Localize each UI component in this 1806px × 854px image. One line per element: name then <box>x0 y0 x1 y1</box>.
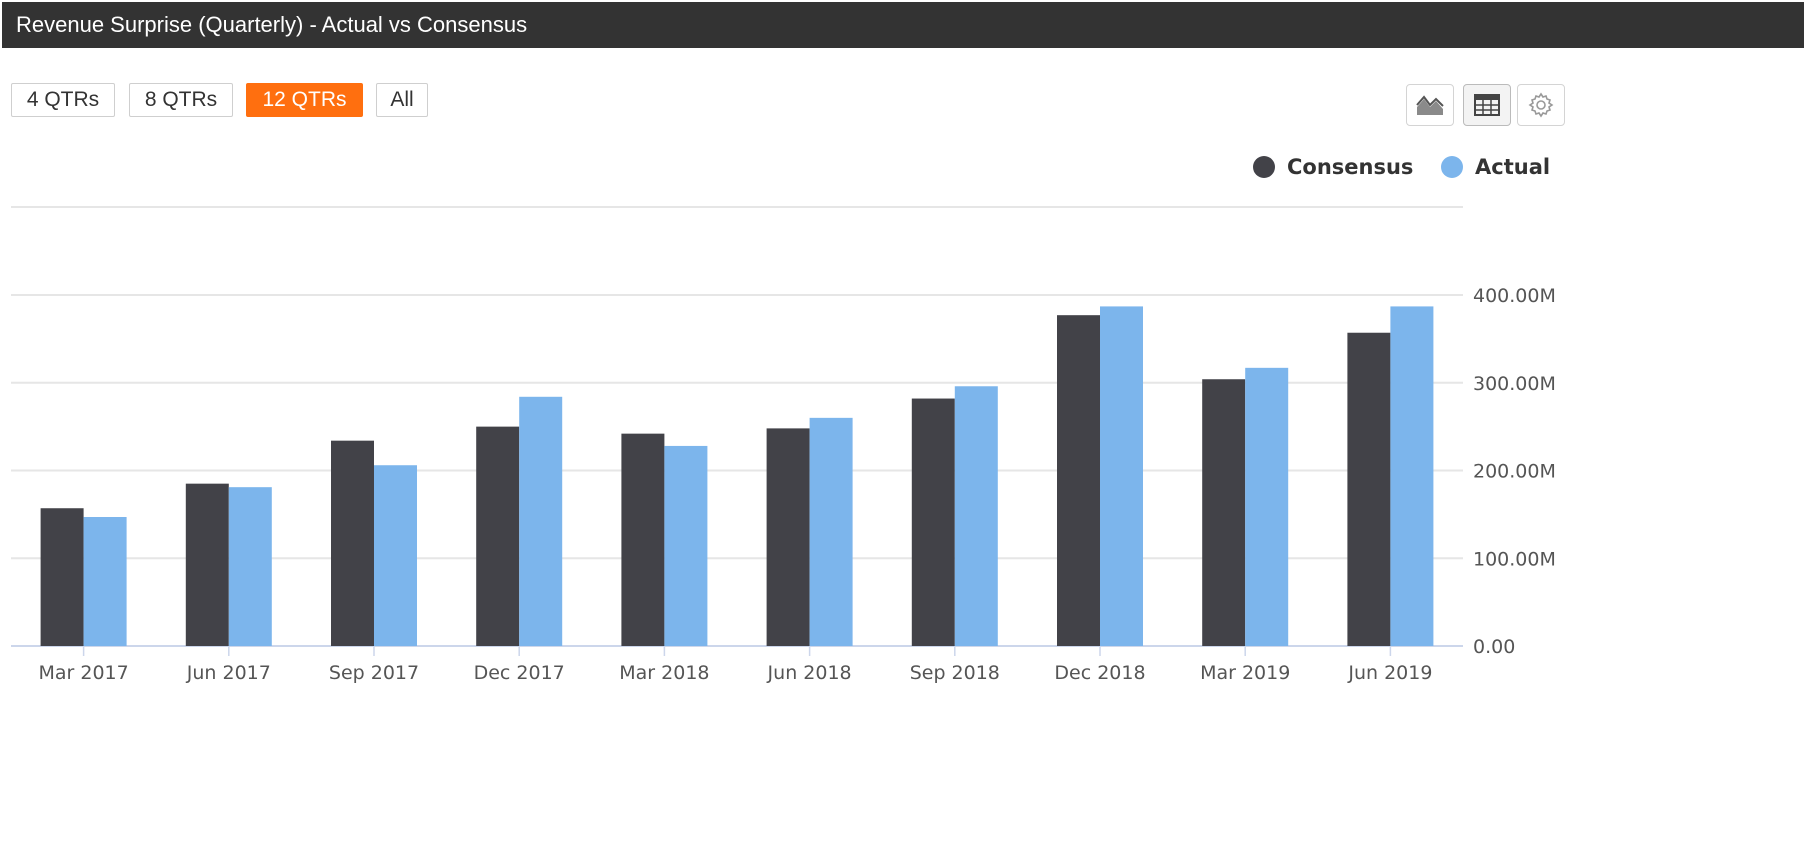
settings-button[interactable] <box>1517 84 1565 126</box>
table-icon <box>1474 94 1500 116</box>
x-tick-label: Mar 2018 <box>619 662 709 684</box>
legend-label-actual: Actual <box>1475 155 1551 179</box>
bar-consensus <box>1347 332 1391 646</box>
x-tick-label: Mar 2017 <box>38 662 128 684</box>
y-tick-label: 200.00M <box>1473 461 1556 483</box>
bar-consensus <box>1057 315 1100 646</box>
gear-icon <box>1528 92 1554 118</box>
legend-label-consensus: Consensus <box>1287 155 1414 179</box>
legend-item-consensus[interactable]: Consensus <box>1253 152 1413 182</box>
x-tick-label: Jun 2019 <box>1347 662 1432 684</box>
y-tick-label: 0.00 <box>1473 636 1515 658</box>
bar-consensus <box>331 440 374 646</box>
table-view-button[interactable] <box>1463 84 1511 126</box>
bar-actual <box>228 487 272 646</box>
range-8-qtrs-button[interactable]: 8 QTRs <box>129 83 233 117</box>
bar-actual <box>1100 306 1143 646</box>
x-tick-label: Mar 2019 <box>1200 662 1290 684</box>
bar-actual <box>83 517 127 646</box>
legend-marker-consensus <box>1253 156 1275 178</box>
x-tick-label: Jun 2018 <box>767 662 852 684</box>
revenue-bar-chart: 0.00 100.00M 200.00M 300.00M 400.00M Mar 2017… <box>11 206 1556 684</box>
range-4-qtrs-button[interactable]: 4 QTRs <box>11 83 115 117</box>
y-tick-label: 400.00M <box>1473 285 1556 307</box>
chart-title-bar: Revenue Surprise (Quarterly) - Actual vs… <box>2 2 1804 48</box>
bar-actual <box>954 386 998 646</box>
bar-actual <box>809 417 853 646</box>
y-tick-label: 100.00M <box>1473 548 1556 570</box>
chart-title: Revenue Surprise (Quarterly) - Actual vs… <box>16 12 528 37</box>
x-tick-label: Sep 2018 <box>910 662 1000 684</box>
bar-consensus <box>476 426 520 646</box>
x-tick-label: Sep 2017 <box>329 662 419 684</box>
range-all-button[interactable]: All <box>376 83 428 117</box>
bar-actual <box>664 445 708 646</box>
bar-actual <box>519 396 563 646</box>
y-tick-label: 300.00M <box>1473 373 1556 395</box>
x-tick-label: Dec 2018 <box>1054 662 1145 684</box>
area-chart-icon <box>1416 95 1444 115</box>
bar-consensus <box>911 398 955 646</box>
x-tick-label: Dec 2017 <box>474 662 565 684</box>
legend-marker-actual <box>1441 156 1463 178</box>
range-12-qtrs-button[interactable]: 12 QTRs <box>246 83 363 117</box>
bar-consensus <box>766 428 810 646</box>
bar-actual <box>374 465 417 646</box>
x-tick-label: Jun 2017 <box>186 662 271 684</box>
area-chart-view-button[interactable] <box>1406 84 1454 126</box>
bar-actual <box>1245 367 1289 646</box>
bar-consensus <box>185 483 229 646</box>
bar-consensus <box>621 433 665 646</box>
bar-consensus <box>40 508 84 646</box>
bar-actual <box>1390 306 1434 646</box>
legend-item-actual[interactable]: Actual <box>1441 152 1550 182</box>
bar-consensus <box>1202 379 1246 646</box>
